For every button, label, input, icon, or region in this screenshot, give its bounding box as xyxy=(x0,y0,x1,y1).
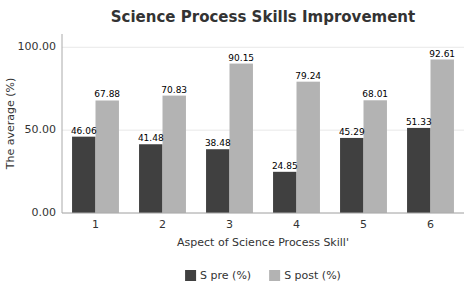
legend: S pre (%) S post (%) xyxy=(185,269,341,282)
data-label: 90.15 xyxy=(228,53,254,63)
bar xyxy=(407,128,430,213)
y-axis-line xyxy=(62,34,63,213)
title: Science Process Skills Improvement xyxy=(111,8,415,26)
legend-swatch xyxy=(185,270,196,281)
bar xyxy=(206,149,229,213)
y-tick-label: 0.00 xyxy=(32,206,57,219)
bar xyxy=(431,60,454,213)
bars xyxy=(72,60,454,213)
bar xyxy=(96,100,119,213)
x-axis-line xyxy=(62,213,464,214)
y-tick-label: 50.00 xyxy=(25,123,57,136)
x-ticks: 1 2 3 4 5 6 xyxy=(92,218,434,231)
legend-label: S post (%) xyxy=(284,269,341,282)
legend-swatch xyxy=(269,270,280,281)
x-axis-label: Aspect of Science Process Skill' xyxy=(177,236,349,249)
grid-line xyxy=(62,130,464,131)
bar xyxy=(230,64,253,213)
grid-line xyxy=(62,47,464,48)
y-ticks: 0.00 50.00 100.00 xyxy=(18,40,57,219)
data-label: 79.24 xyxy=(295,71,321,81)
legend-label: S pre (%) xyxy=(200,269,251,282)
bar xyxy=(273,172,296,213)
data-label: 24.85 xyxy=(272,161,298,171)
bar xyxy=(297,82,320,213)
grid xyxy=(62,47,464,213)
x-tick-label: 6 xyxy=(427,218,434,231)
x-tick-label: 2 xyxy=(159,218,166,231)
data-label: 38.48 xyxy=(205,138,231,148)
bar xyxy=(163,96,186,213)
bar xyxy=(340,138,363,213)
data-label: 45.29 xyxy=(339,127,365,137)
x-tick-label: 5 xyxy=(360,218,367,231)
bar xyxy=(72,137,95,213)
chart: Science Process Skills Improvement0.0050… xyxy=(0,0,474,293)
data-label: 68.01 xyxy=(362,89,388,99)
y-tick-label: 100.00 xyxy=(18,40,57,53)
chart-container: Science Process Skills Improvement0.0050… xyxy=(0,0,474,293)
data-label: 41.48 xyxy=(138,133,164,143)
data-labels: 46.06 41.48 38.48 24.85 45.29 51.33 67.88 70.83… xyxy=(71,49,455,171)
data-label: 51.33 xyxy=(406,117,432,127)
data-label: 67.88 xyxy=(94,89,120,99)
bar xyxy=(364,100,387,213)
x-tick-label: 4 xyxy=(293,218,300,231)
bar xyxy=(139,144,162,213)
data-label: 70.83 xyxy=(161,85,187,95)
y-axis-label: The average (%) xyxy=(4,78,17,171)
grid-line xyxy=(62,213,464,214)
x-tick-label: 1 xyxy=(92,218,99,231)
x-tick-label: 3 xyxy=(226,218,233,231)
data-label: 46.06 xyxy=(71,126,97,136)
data-label: 92.61 xyxy=(429,49,455,59)
